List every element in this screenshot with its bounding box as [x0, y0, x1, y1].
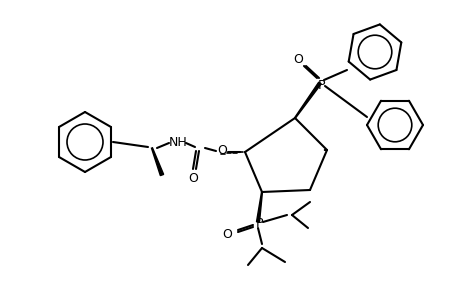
Polygon shape — [256, 192, 262, 222]
Text: NH: NH — [168, 136, 187, 148]
Polygon shape — [294, 82, 320, 118]
Text: P: P — [318, 79, 325, 92]
Polygon shape — [151, 148, 163, 176]
Text: O: O — [222, 229, 231, 242]
Text: O: O — [292, 52, 302, 65]
Text: O: O — [188, 172, 197, 185]
Text: O: O — [217, 145, 226, 158]
Text: P: P — [256, 218, 263, 230]
